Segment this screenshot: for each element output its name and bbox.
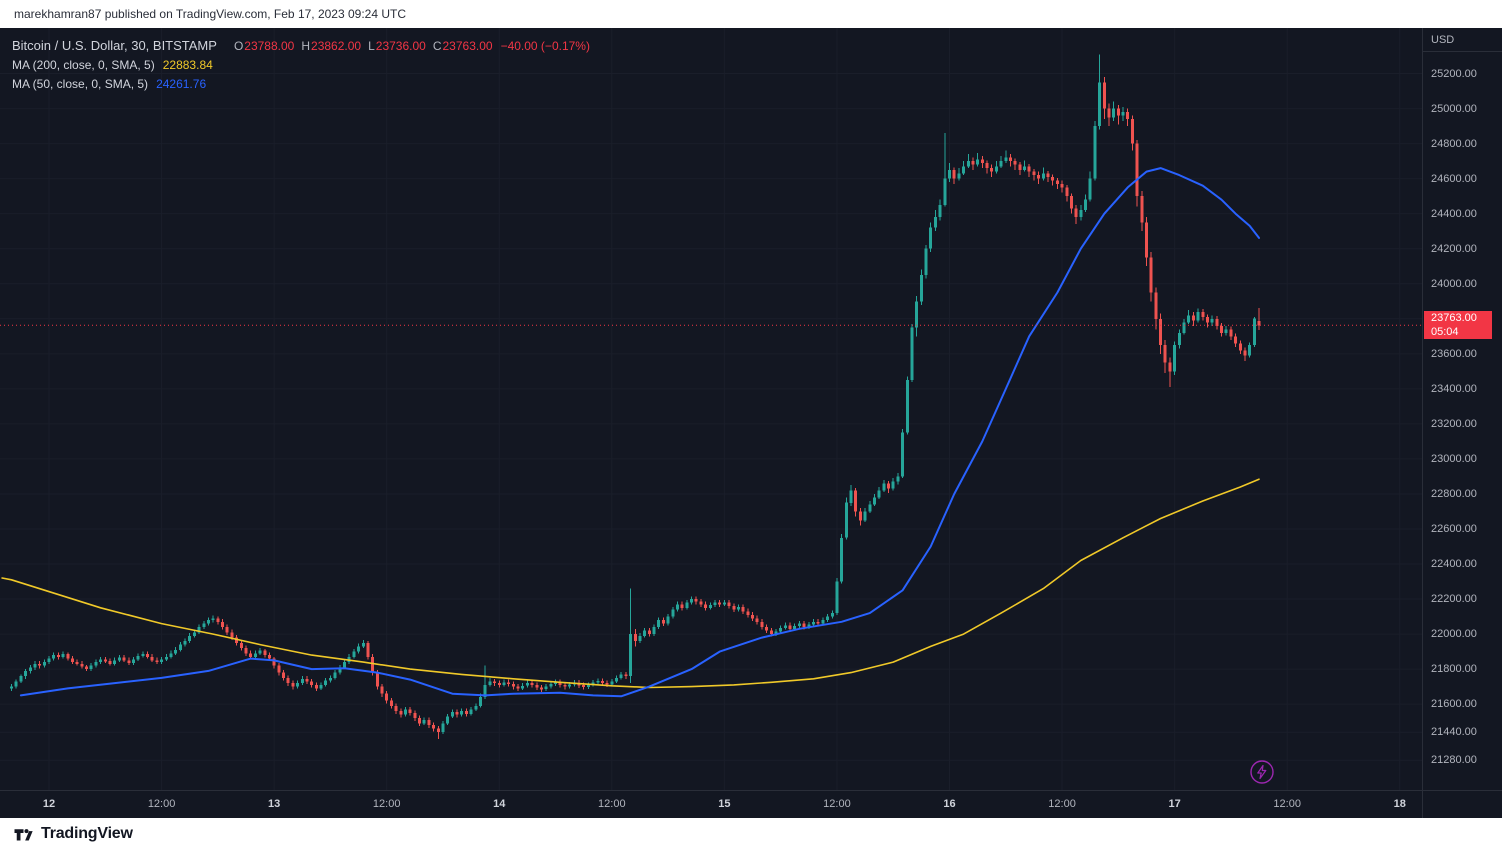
ohlc-low-value: 23736.00 [375,38,426,53]
ma200-label: MA (200, close, 0, SMA, 5) [12,57,155,72]
price-axis-label: 21440.00 [1431,726,1477,739]
price-axis-label: 21280.00 [1431,754,1477,767]
time-axis-label: 17 [1168,798,1181,810]
currency-label: USD [1431,33,1455,46]
grid [0,28,1422,790]
price-axis-label: 21800.00 [1431,663,1477,676]
current-price-box: 23763.00 05:04 [1424,311,1492,340]
ma200-line [1,478,1260,689]
current-price-value: 23763.00 [1431,312,1477,325]
price-axis-header: USD [1423,28,1502,52]
legend-symbol-row[interactable]: Bitcoin / U.S. Dollar, 30, BITSTAMP O 23… [12,36,590,55]
attribution-text: marekhamran87 published on TradingView.c… [14,7,407,21]
ohlc-close-label: C [432,38,442,53]
price-axis-label: 25200.00 [1431,67,1477,80]
ohlc-high-value: 23862.00 [311,38,362,53]
chart-canvas[interactable] [0,28,1422,790]
price-axis-label: 24800.00 [1431,137,1477,150]
time-axis[interactable]: 12 12:00 13 12:00 14 12:00 15 12:00 16 12:00 17 12:… [0,790,1502,818]
price-axis-label: 22400.00 [1431,558,1477,571]
price-axis[interactable]: USD 25200.00 25000.00 24800.00 24600.00 2440… [1422,28,1502,818]
candles-layer [10,54,1261,740]
ohlc-high-label: H [301,38,311,53]
legend: Bitcoin / U.S. Dollar, 30, BITSTAMP O 23… [12,36,590,93]
ohlc-open-label: O [233,38,244,53]
time-axis-label: 15 [718,798,731,810]
price-axis-label: 22200.00 [1431,593,1477,606]
price-axis-label: 23400.00 [1431,382,1477,395]
ma50-line [19,167,1260,698]
attribution-bar: marekhamran87 published on TradingView.c… [0,0,1502,28]
price-axis-label: 24000.00 [1431,277,1477,290]
price-axis-label: 23200.00 [1431,417,1477,430]
time-axis-label: 14 [493,798,506,810]
price-axis-label: 23000.00 [1431,452,1477,465]
legend-ma200-row[interactable]: MA (200, close, 0, SMA, 5) 22883.84 [12,55,590,74]
boost-button[interactable] [1249,759,1275,785]
price-axis-label: 25000.00 [1431,102,1477,115]
ma200-value: 22883.84 [162,57,213,72]
ma50-value: 24261.76 [156,76,207,91]
time-axis-label: 12 [42,798,56,810]
time-axis-label: 16 [943,798,956,810]
tradingview-brand[interactable]: TradingView [41,825,133,842]
time-axis-label: 12:00 [598,798,626,810]
time-axis-label: 18 [1393,798,1406,810]
chart-region: Bitcoin / U.S. Dollar, 30, BITSTAMP O 23… [0,28,1502,818]
lightning-icon [1250,760,1274,784]
price-axis-label: 24400.00 [1431,207,1477,220]
countdown-timer: 05:04 [1431,326,1459,339]
legend-ma50-row[interactable]: MA (50, close, 0, SMA, 5) 24261.76 [12,74,590,93]
price-axis-label: 23600.00 [1431,347,1477,360]
price-axis-label: 24200.00 [1431,242,1477,255]
time-axis-label: 12:00 [372,798,401,810]
ohlc-open-value: 23788.00 [244,38,295,53]
time-axis-label: 13 [268,798,281,810]
price-axis-label: 22800.00 [1431,487,1477,500]
time-axis-label: 12:00 [1273,798,1301,810]
time-axis-label: 12:00 [1048,798,1076,810]
ma50-label: MA (50, close, 0, SMA, 5) [12,76,149,91]
symbol-title: Bitcoin / U.S. Dollar, 30, BITSTAMP [12,38,217,53]
price-change: −40.00 (−0.17%) [500,38,590,53]
ohlc-low-label: L [368,38,375,53]
time-axis-label: 12:00 [147,798,176,810]
time-axis-label: 12:00 [823,798,851,810]
price-axis-label: 21600.00 [1431,698,1477,711]
tradingview-logo-icon[interactable] [13,824,34,845]
price-axis-label: 24600.00 [1431,172,1477,185]
price-axis-label: 22600.00 [1431,522,1477,535]
footer: TradingView [0,818,1502,850]
price-axis-label: 22000.00 [1431,628,1477,641]
ohlc-close-value: 23763.00 [442,38,493,53]
